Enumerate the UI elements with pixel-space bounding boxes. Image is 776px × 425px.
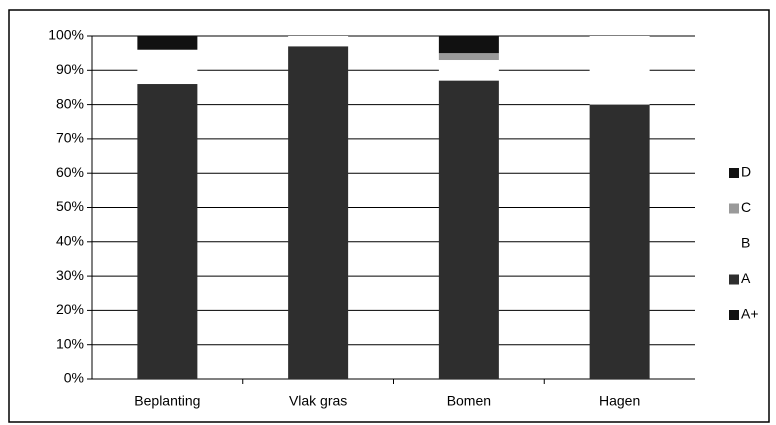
legend-label: D [741, 164, 751, 180]
legend-label: A [741, 270, 751, 286]
bar-segment [137, 49, 198, 85]
chart-frame [8, 9, 770, 423]
bar-segment [438, 53, 499, 61]
legend-swatch [729, 310, 739, 320]
legend-swatch [729, 239, 739, 249]
y-tick-label: 30% [56, 267, 84, 283]
x-tick-label: Vlak gras [289, 393, 347, 409]
legend-label: C [741, 199, 751, 215]
bar-segment [137, 84, 198, 380]
bar-segment [288, 36, 349, 47]
y-tick-label: 80% [56, 95, 84, 111]
legend-label: B [741, 235, 750, 251]
bar-segment [438, 36, 499, 54]
bar-segment [438, 80, 499, 379]
x-tick-label: Bomen [447, 393, 491, 409]
legend-swatch [729, 168, 739, 178]
y-tick-label: 0% [64, 370, 84, 386]
y-tick-label: 10% [56, 335, 84, 351]
legend-label: A+ [741, 306, 759, 322]
bar-segment [288, 46, 349, 379]
legend-swatch [729, 274, 739, 285]
x-tick-label: Hagen [599, 393, 640, 409]
y-tick-label: 50% [56, 198, 84, 214]
y-tick-label: 100% [48, 27, 84, 43]
y-tick-label: 70% [56, 130, 84, 146]
x-tick-label: Beplanting [134, 393, 200, 409]
bar-segment [438, 60, 499, 81]
legend-swatch [729, 203, 739, 214]
y-tick-label: 20% [56, 301, 84, 317]
bar-segment [137, 36, 198, 50]
y-tick-label: 40% [56, 233, 84, 249]
bar-segment [589, 36, 650, 105]
bar-segment [589, 104, 650, 379]
y-tick-label: 90% [56, 61, 84, 77]
y-tick-label: 60% [56, 164, 84, 180]
